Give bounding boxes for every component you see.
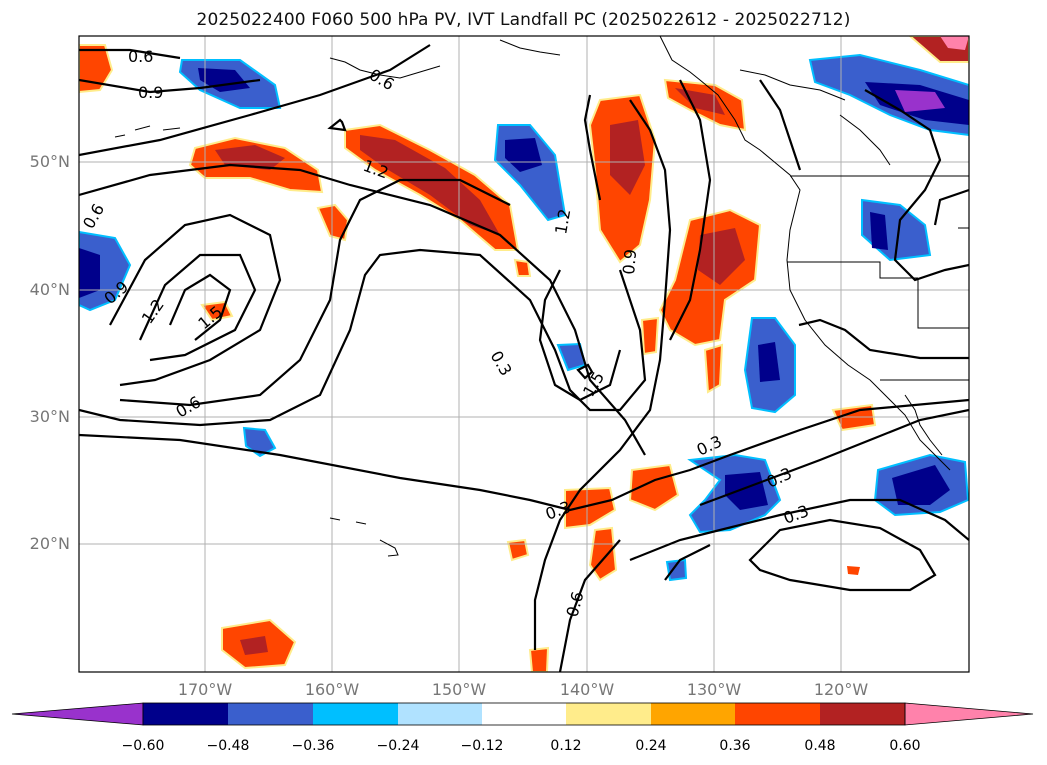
colorbar-tick-label: 0.36 — [719, 738, 751, 754]
coastlines — [114, 36, 969, 557]
colorbar-tick-label: −0.12 — [460, 738, 504, 754]
lat-label: 30°N — [29, 407, 70, 426]
colorbar-bin — [651, 703, 735, 725]
lat-label: 40°N — [29, 280, 70, 299]
colorbar-tick-label: −0.60 — [121, 738, 165, 754]
lon-label: 140°W — [559, 680, 615, 699]
colorbar-bin — [398, 703, 482, 725]
colorbar-bin — [313, 703, 398, 725]
colorbar-extend-min — [11, 702, 144, 726]
colorbar-tick-label: −0.36 — [291, 738, 335, 754]
lat-label: 20°N — [29, 534, 70, 553]
lon-label: 150°W — [431, 680, 487, 699]
contour-label: 0.6 — [128, 47, 153, 66]
colorbar-bin — [735, 703, 820, 725]
colorbar-bin — [566, 703, 651, 725]
lat-label: 50°N — [29, 152, 70, 171]
pv-contours — [79, 44, 969, 672]
colorbar-bin — [143, 703, 228, 725]
colorbar-tick-label: 0.12 — [550, 738, 582, 754]
plot-title: 2025022400 F060 500 hPa PV, IVT Landfall… — [196, 10, 851, 30]
lon-label: 160°W — [304, 680, 360, 699]
colorbar-tick-label: 0.24 — [635, 738, 667, 754]
positive-anomaly-shading — [79, 36, 969, 672]
map-panel: 0.6 0.9 1.2 0.6 0.9 1.2 1.5 0.6 1.2 0.9 … — [79, 36, 969, 672]
lon-label: 120°W — [813, 680, 869, 699]
contour-label: 0.9 — [138, 83, 163, 102]
colorbar-bin — [482, 703, 566, 725]
colorbar-bin — [228, 703, 313, 725]
colorbar-tick-label: 0.60 — [889, 738, 921, 754]
colorbar-tick-label: −0.48 — [206, 738, 250, 754]
lon-label: 170°W — [177, 680, 233, 699]
gridlines — [79, 36, 969, 672]
colorbar — [11, 702, 1034, 726]
lon-label: 130°W — [686, 680, 742, 699]
colorbar-bin — [820, 703, 905, 725]
contour-label: 0.9 — [619, 248, 640, 275]
map-frame — [78, 35, 970, 673]
contour-label: 1.2 — [551, 207, 574, 235]
colorbar-tick-label: 0.48 — [804, 738, 836, 754]
colorbar-tick-label: −0.24 — [376, 738, 420, 754]
